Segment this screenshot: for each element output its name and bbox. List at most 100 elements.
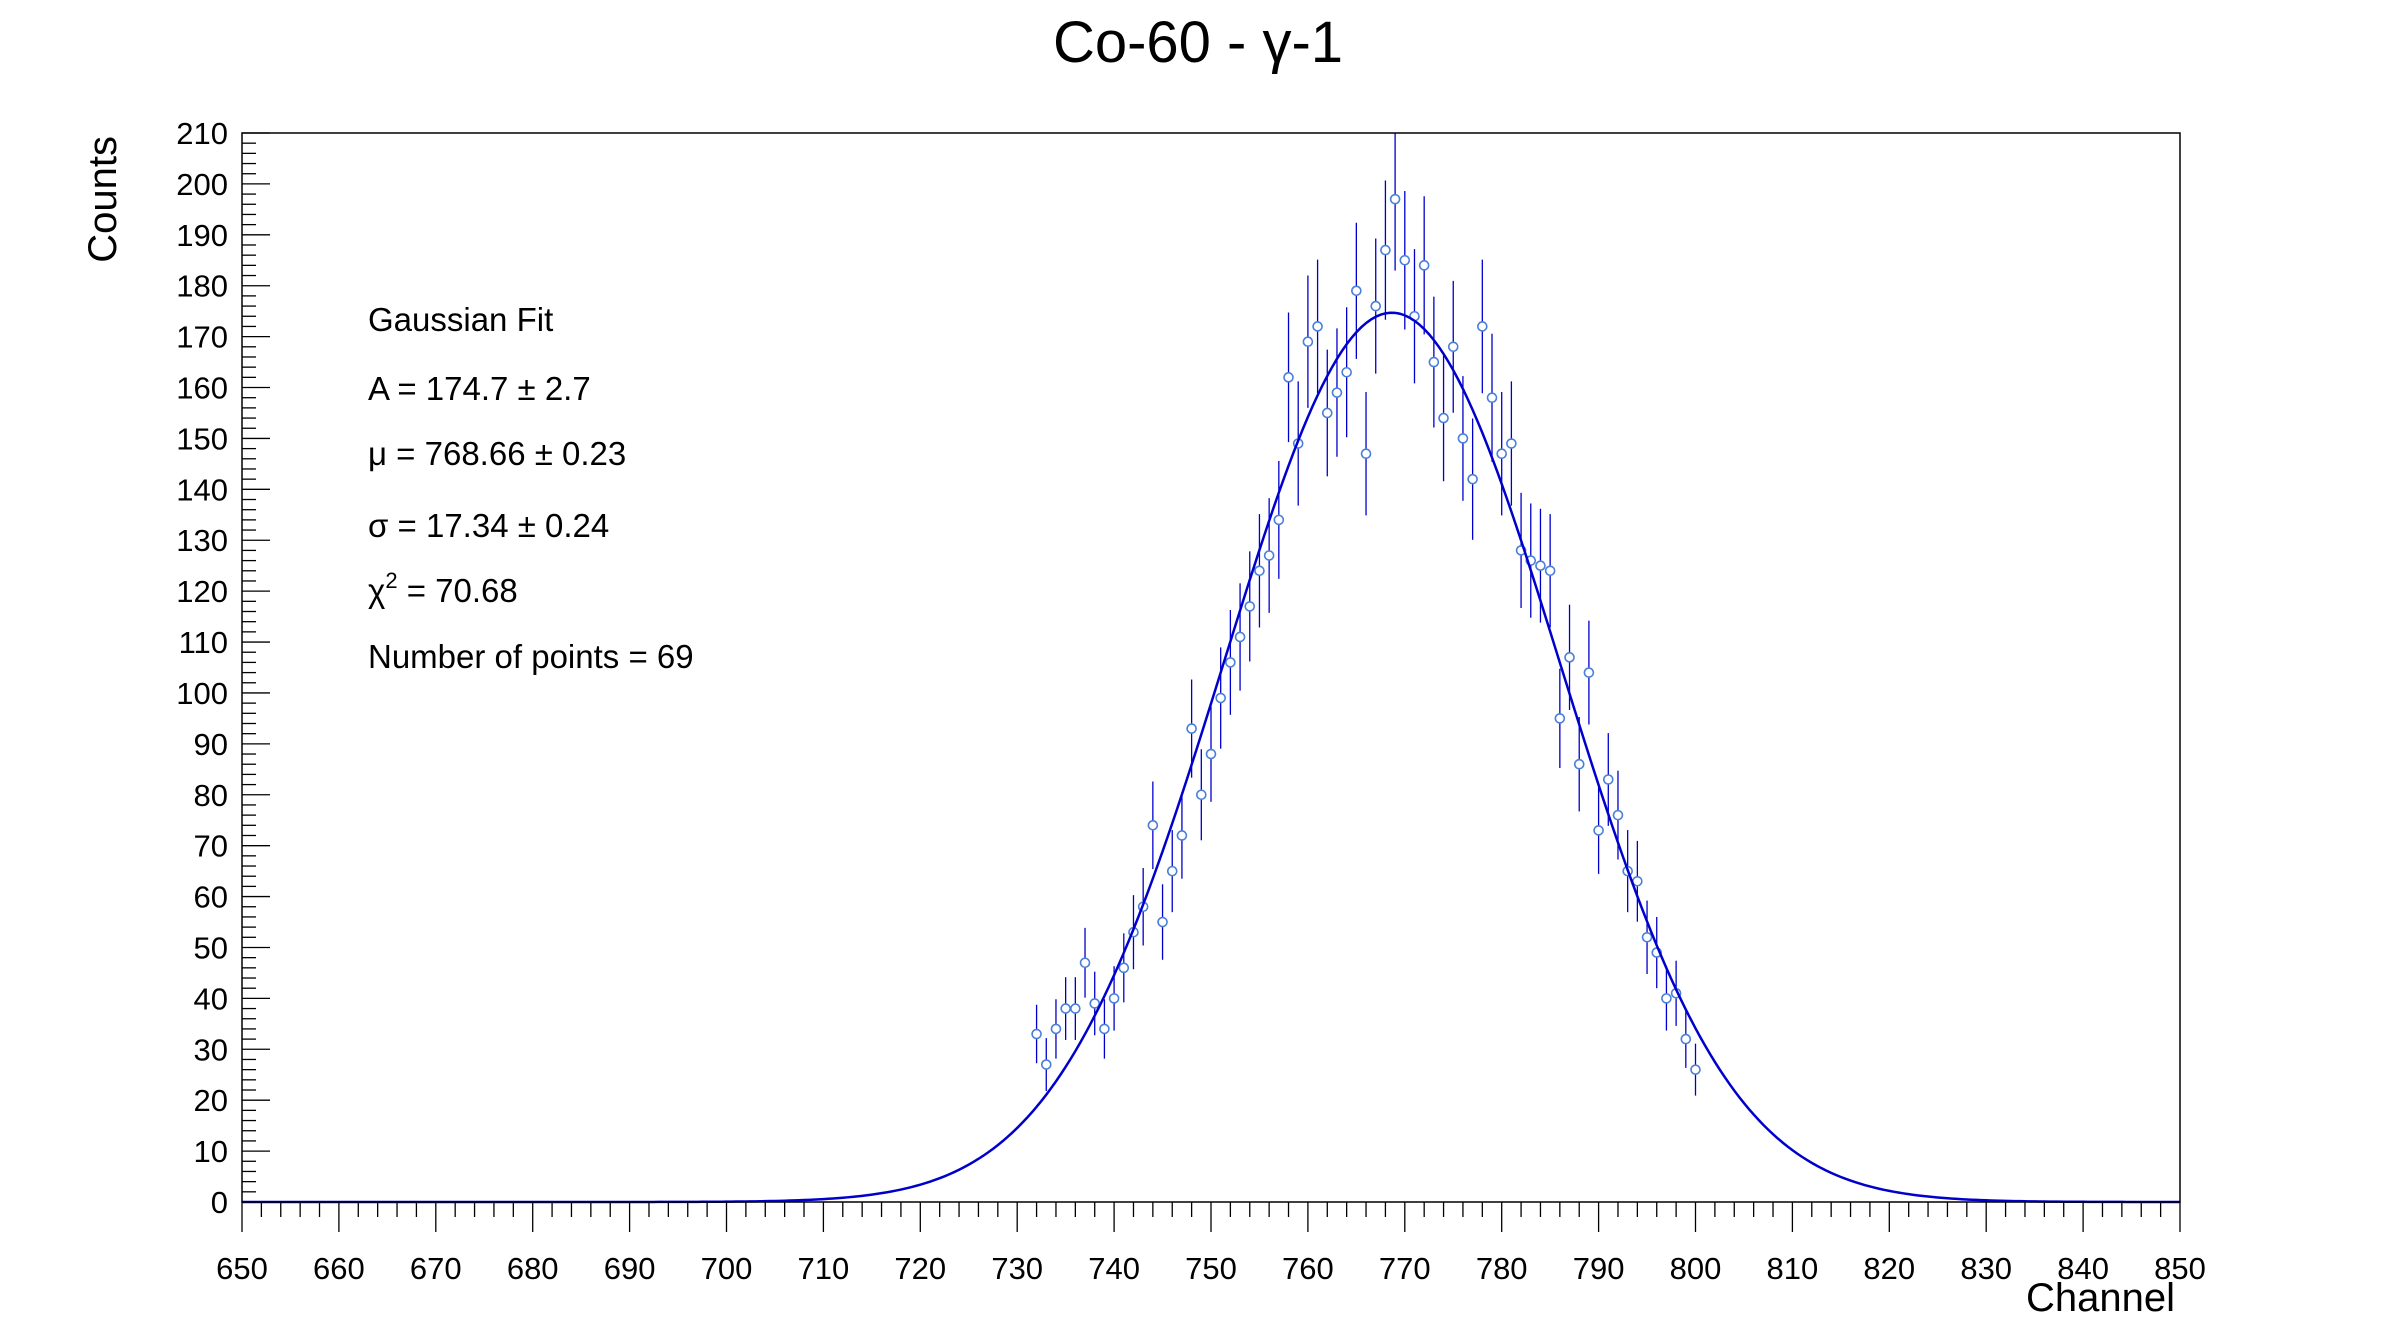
y-tick-label: 90: [194, 727, 228, 762]
data-point: [1496, 448, 1507, 460]
x-tick-label: 650: [216, 1251, 268, 1286]
data-point: [1535, 560, 1546, 571]
data-point: [1312, 321, 1323, 332]
data-point: [1196, 789, 1207, 801]
x-tick-label: 670: [410, 1251, 462, 1286]
x-tick-label: 830: [1960, 1251, 2012, 1286]
x-tick-label: 680: [507, 1251, 559, 1286]
data-point: [1273, 514, 1285, 526]
x-tick-label: 810: [1767, 1251, 1819, 1286]
x-tick-label: 690: [604, 1251, 656, 1286]
y-tick-label: 50: [194, 930, 228, 965]
data-point: [1341, 366, 1352, 378]
data-points: [1031, 133, 1701, 1096]
data-point: [1418, 260, 1430, 271]
data-point: [1399, 254, 1411, 266]
y-tick-label: 210: [176, 116, 228, 151]
data-point: [1040, 1059, 1052, 1070]
data-point: [1234, 631, 1246, 643]
data-point: [1593, 825, 1604, 836]
x-tick-label: 700: [701, 1251, 753, 1286]
y-tick-label: 140: [176, 472, 228, 507]
data-point: [1176, 830, 1188, 841]
data-point: [1205, 748, 1217, 760]
data-point: [1321, 407, 1333, 419]
tick-labels: 0 10 20 30 40 50 60 70 80 90 100 110 120 130 140 150 160…: [176, 116, 2206, 1286]
y-tick-label: 180: [176, 269, 228, 304]
y-tick-label: 0: [211, 1185, 228, 1220]
y-tick-label: 100: [176, 676, 228, 711]
x-tick-label: 730: [991, 1251, 1043, 1286]
data-point: [1467, 473, 1478, 485]
y-tick-label: 150: [176, 421, 228, 456]
x-tick-label: 660: [313, 1251, 365, 1286]
data-point: [1215, 692, 1226, 704]
data-point: [1554, 713, 1566, 724]
data-point: [1428, 356, 1440, 368]
y-tick-label: 40: [194, 981, 228, 1016]
chart-title: Co-60 - γ-1: [1053, 10, 1343, 75]
data-point: [1690, 1064, 1701, 1075]
data-point: [1108, 993, 1120, 1004]
y-tick-label: 120: [176, 574, 228, 609]
data-point: [1031, 1028, 1042, 1040]
x-tick-label: 720: [894, 1251, 946, 1286]
x-tick-label: 770: [1379, 1251, 1431, 1286]
y-tick-label: 60: [194, 880, 228, 915]
data-point: [1360, 448, 1372, 460]
data-point: [1070, 1003, 1081, 1014]
data-point: [1380, 244, 1391, 256]
data-point: [1147, 820, 1159, 831]
data-point: [1457, 433, 1469, 444]
y-tick-label: 30: [194, 1032, 228, 1067]
data-point: [1244, 601, 1256, 612]
y-tick-label: 130: [176, 523, 228, 558]
data-point: [1438, 412, 1449, 424]
y-tick-label: 80: [194, 778, 228, 813]
data-point: [1602, 774, 1614, 785]
annotation-line: A = 174.7 ± 2.7: [368, 370, 591, 407]
data-point: [1254, 565, 1265, 577]
annotation-line: μ = 768.66 ± 0.23: [368, 435, 626, 472]
x-tick-label: 760: [1282, 1251, 1334, 1286]
data-point: [1573, 758, 1585, 770]
data-point: [1680, 1033, 1692, 1045]
y-tick-label: 20: [194, 1083, 228, 1118]
axis-ticks: [241, 132, 2181, 1232]
y-tick-label: 190: [176, 218, 228, 253]
data-point: [1302, 336, 1314, 348]
y-tick-label: 170: [176, 320, 228, 355]
x-axis-title: Channel: [2026, 1276, 2175, 1320]
x-tick-label: 840: [2057, 1251, 2109, 1286]
data-point: [1641, 931, 1653, 943]
data-point: [1544, 565, 1556, 577]
data-point: [1166, 865, 1178, 877]
data-point: [1583, 667, 1595, 678]
data-point: [1612, 809, 1624, 821]
data-point: [1186, 723, 1197, 734]
data-point: [1486, 392, 1498, 404]
data-point: [1060, 1003, 1071, 1014]
data-point: [1447, 341, 1459, 353]
annotation-line: Gaussian Fit: [368, 301, 553, 338]
data-point: [1089, 998, 1101, 1009]
x-tick-label: 790: [1573, 1251, 1625, 1286]
data-point: [1370, 300, 1382, 312]
y-tick-label: 160: [176, 371, 228, 406]
x-tick-label: 820: [1863, 1251, 1915, 1286]
data-point: [1506, 438, 1517, 449]
x-tick-label: 780: [1476, 1251, 1528, 1286]
y-axis-title: Counts: [81, 136, 125, 263]
x-tick-label: 710: [798, 1251, 850, 1286]
plot-frame: [241, 132, 2181, 1203]
x-tick-label: 740: [1088, 1251, 1140, 1286]
data-point: [1331, 387, 1343, 398]
data-point: [1263, 550, 1275, 561]
data-point: [1351, 285, 1362, 297]
data-point: [1564, 652, 1575, 663]
data-point: [1283, 372, 1294, 383]
x-tick-label: 800: [1670, 1251, 1722, 1286]
annotation-line: Number of points = 69: [368, 638, 694, 675]
data-point: [1079, 957, 1091, 969]
